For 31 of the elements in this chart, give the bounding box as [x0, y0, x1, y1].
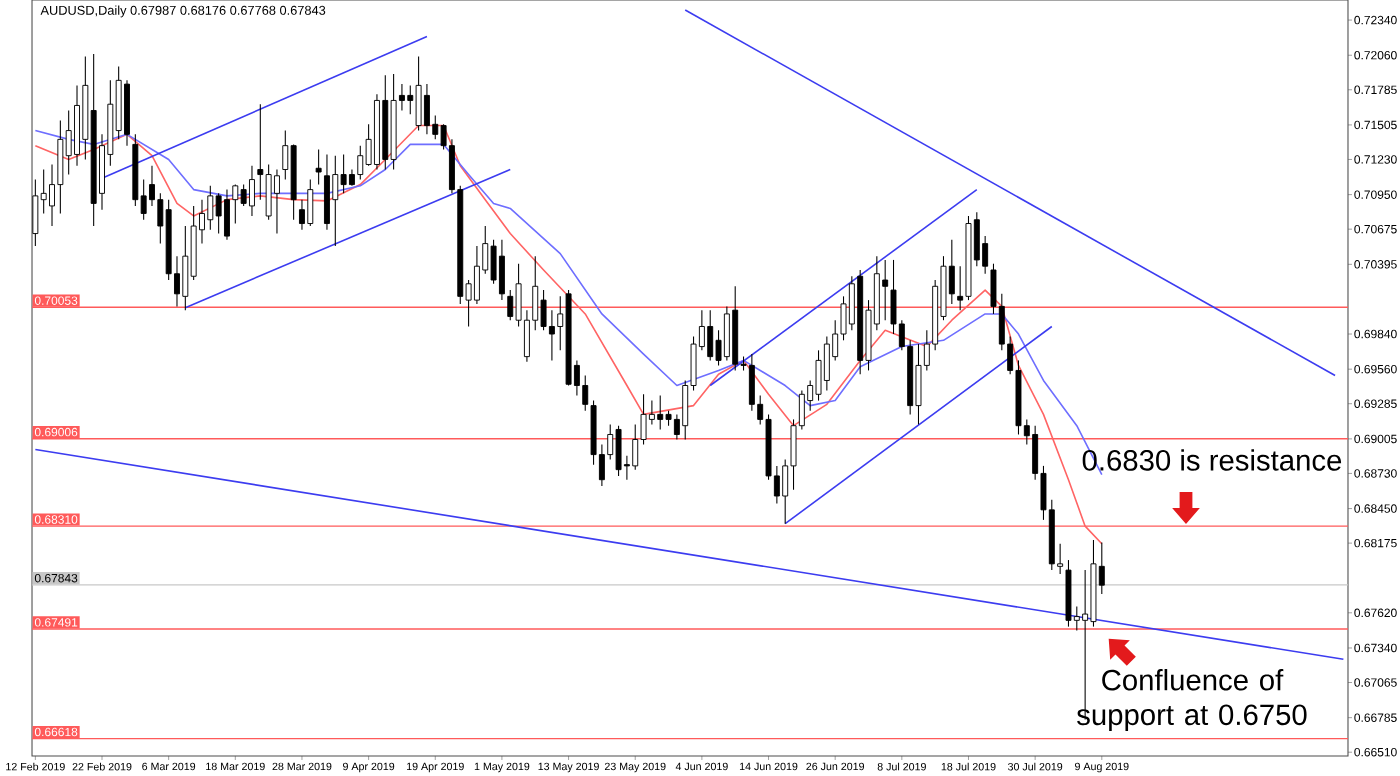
candlestick	[315, 148, 322, 186]
candlestick	[307, 179, 314, 227]
candlestick	[540, 289, 547, 331]
candlestick	[332, 155, 339, 247]
candlestick	[357, 145, 364, 181]
candlestick	[57, 120, 64, 215]
annotation: Confluence of support at 0.6750	[1077, 668, 1307, 731]
candlestick	[498, 239, 505, 301]
candlestick	[823, 335, 830, 392]
candlestick	[273, 168, 280, 235]
candlestick	[507, 289, 514, 321]
candlestick	[182, 225, 189, 311]
candlestick	[240, 184, 247, 207]
annotation: 0.6830 is resistance	[1082, 449, 1342, 471]
candlestick	[748, 353, 755, 412]
candlestick	[207, 185, 214, 231]
candlestick	[423, 83, 430, 135]
candlestick	[32, 179, 39, 247]
candlestick	[340, 153, 347, 194]
candlestick	[707, 309, 714, 361]
candlestick	[815, 349, 822, 402]
candlestick	[265, 163, 272, 221]
candlestick	[215, 192, 222, 235]
candlestick	[723, 305, 730, 361]
candlestick	[657, 395, 664, 431]
candlestick	[615, 425, 622, 477]
candlestick	[882, 259, 889, 321]
candlestick	[323, 153, 330, 231]
candlestick	[415, 55, 422, 132]
candlestick	[915, 343, 922, 425]
candlestick	[473, 245, 480, 305]
